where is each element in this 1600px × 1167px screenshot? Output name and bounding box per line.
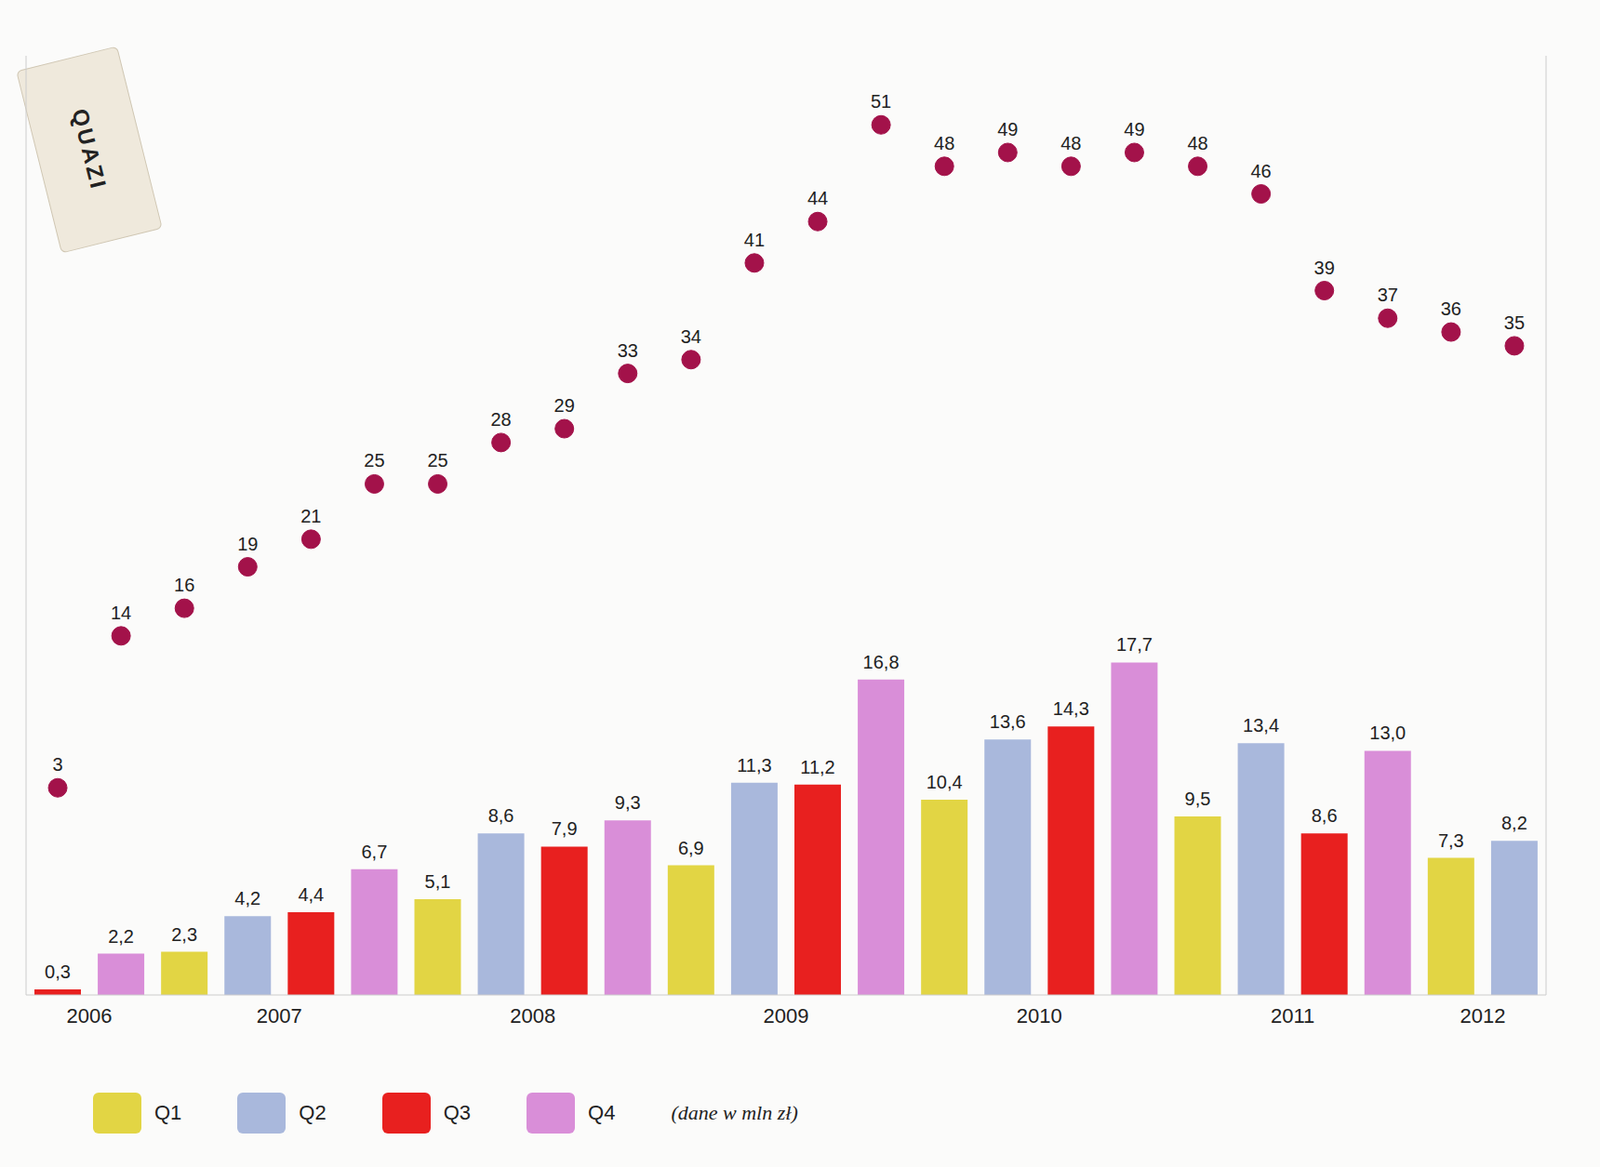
svg-text:11,3: 11,3 bbox=[736, 755, 772, 776]
svg-text:17,7: 17,7 bbox=[1116, 634, 1153, 655]
svg-text:49: 49 bbox=[997, 119, 1018, 140]
svg-text:25: 25 bbox=[426, 450, 448, 471]
svg-text:36: 36 bbox=[1440, 298, 1462, 320]
svg-text:13,0: 13,0 bbox=[1369, 722, 1406, 744]
svg-text:48: 48 bbox=[1186, 133, 1208, 154]
svg-text:33: 33 bbox=[617, 340, 639, 361]
svg-text:10,4: 10,4 bbox=[926, 772, 963, 793]
svg-text:2008: 2008 bbox=[509, 1004, 556, 1028]
svg-text:14,3: 14,3 bbox=[1053, 698, 1090, 720]
svg-text:28: 28 bbox=[491, 409, 512, 430]
svg-text:4,4: 4,4 bbox=[297, 884, 324, 906]
svg-text:2009: 2009 bbox=[763, 1004, 810, 1028]
svg-text:41: 41 bbox=[744, 229, 765, 251]
svg-text:2012: 2012 bbox=[1459, 1004, 1506, 1028]
svg-text:7,3: 7,3 bbox=[1438, 830, 1465, 852]
html-text:Q2: Q2 bbox=[298, 1101, 327, 1125]
svg-text:13,6: 13,6 bbox=[989, 711, 1027, 733]
html-text:Q3: Q3 bbox=[443, 1101, 471, 1125]
svg-text:8,6: 8,6 bbox=[1311, 805, 1338, 827]
svg-text:16: 16 bbox=[173, 574, 195, 596]
svg-text:2011: 2011 bbox=[1270, 1004, 1315, 1028]
svg-text:9,5: 9,5 bbox=[1185, 788, 1212, 810]
svg-text:3: 3 bbox=[52, 754, 63, 775]
svg-text:44: 44 bbox=[807, 187, 828, 209]
html-text:QUAZI: QUAZI bbox=[67, 106, 112, 194]
svg-text:8,6: 8,6 bbox=[488, 805, 515, 827]
svg-text:4,2: 4,2 bbox=[234, 888, 261, 909]
svg-text:37: 37 bbox=[1377, 284, 1399, 306]
svg-text:35: 35 bbox=[1504, 312, 1525, 334]
svg-text:39: 39 bbox=[1314, 257, 1335, 279]
svg-text:7,9: 7,9 bbox=[551, 818, 578, 840]
svg-text:2010: 2010 bbox=[1016, 1004, 1063, 1028]
svg-text:25: 25 bbox=[363, 450, 385, 471]
svg-text:48: 48 bbox=[933, 133, 955, 154]
svg-text:48: 48 bbox=[1060, 133, 1081, 154]
svg-text:9,3: 9,3 bbox=[614, 792, 641, 814]
svg-text:2006: 2006 bbox=[66, 1004, 113, 1028]
svg-text:21: 21 bbox=[300, 506, 321, 527]
svg-text:0,3: 0,3 bbox=[44, 961, 71, 983]
svg-text:19: 19 bbox=[237, 533, 258, 555]
html-text:Q1: Q1 bbox=[154, 1101, 182, 1125]
svg-text:16,8: 16,8 bbox=[863, 652, 900, 673]
html-text:(dane w mln zł): (dane w mln zł) bbox=[671, 1101, 798, 1125]
svg-text:51: 51 bbox=[870, 91, 892, 112]
svg-text:14: 14 bbox=[110, 602, 132, 624]
svg-text:2,2: 2,2 bbox=[107, 926, 134, 947]
svg-text:2007: 2007 bbox=[256, 1004, 303, 1028]
svg-text:34: 34 bbox=[680, 326, 702, 347]
html-text:Q4: Q4 bbox=[588, 1101, 616, 1125]
svg-text:2,3: 2,3 bbox=[171, 924, 198, 946]
svg-text:6,7: 6,7 bbox=[361, 841, 388, 863]
svg-text:29: 29 bbox=[554, 395, 575, 416]
svg-text:6,9: 6,9 bbox=[678, 838, 705, 859]
svg-text:13,4: 13,4 bbox=[1242, 715, 1280, 736]
svg-text:8,2: 8,2 bbox=[1501, 813, 1528, 834]
svg-text:49: 49 bbox=[1123, 119, 1145, 140]
svg-text:46: 46 bbox=[1251, 160, 1272, 182]
svg-text:5,1: 5,1 bbox=[425, 871, 452, 893]
svg-text:11,2: 11,2 bbox=[800, 757, 835, 778]
